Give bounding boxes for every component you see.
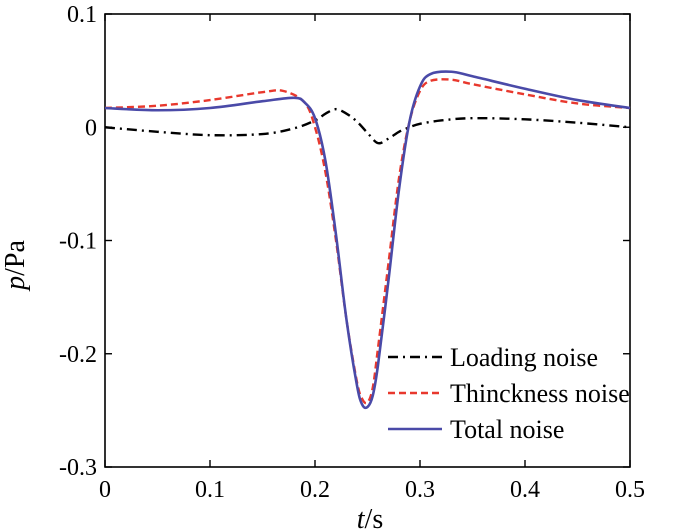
y-axis-label: p/Pa [0,240,31,292]
y-tick-label: 0 [85,115,97,141]
legend: Loading noise Thinckness noise Total noise [388,343,630,444]
series-line-thinckness-noise [104,78,631,405]
x-tick-label: 0.3 [405,477,435,503]
legend-label-total-noise: Total noise [450,415,564,444]
x-tick-label: 0 [99,477,111,503]
series-lines [104,70,631,410]
x-tick-label: 0.2 [300,477,330,503]
x-axis-variable: t [357,504,366,532]
x-axis-label: t/s [357,504,383,532]
series-line-total-noise [104,70,631,410]
x-tick-label: 0.1 [195,477,225,503]
x-tick-label: 0.4 [510,477,540,503]
y-tick-label: -0.3 [59,455,97,481]
x-tick-label: 0.5 [615,477,645,503]
y-axis-unit: /Pa [0,240,31,276]
legend-label-thinckness-noise: Thinckness noise [450,379,630,408]
y-tick-label: 0.1 [67,2,97,28]
y-axis-variable: p [0,276,31,292]
ticks: 0 0.1 0.2 0.3 0.4 0.5 -0.3 -0.2 -0.1 0 0.1 [59,2,645,503]
legend-label-loading-noise: Loading noise [450,343,598,372]
x-axis-unit: /s [365,504,384,532]
series-line-loading-noise [104,107,631,145]
y-tick-label: -0.1 [59,229,97,255]
y-tick-label: -0.2 [59,342,97,368]
